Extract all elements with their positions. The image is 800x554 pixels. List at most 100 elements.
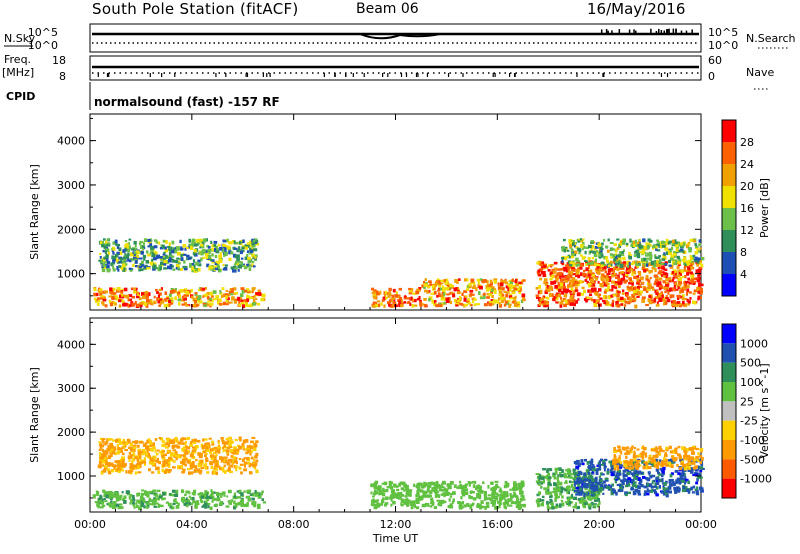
data-cell bbox=[577, 463, 581, 467]
data-cell bbox=[633, 289, 637, 294]
data-cell bbox=[580, 243, 584, 248]
data-cell bbox=[435, 483, 439, 487]
nsky-tick-bottom: 10^0 bbox=[28, 39, 58, 52]
data-cell bbox=[698, 473, 702, 477]
data-cell bbox=[217, 439, 220, 443]
data-cell bbox=[150, 449, 154, 452]
data-cell bbox=[606, 486, 610, 489]
data-cell bbox=[227, 294, 231, 297]
data-cell bbox=[563, 475, 567, 479]
data-cell bbox=[600, 278, 605, 281]
data-cell bbox=[97, 289, 102, 293]
data-cell bbox=[541, 271, 544, 275]
data-cell bbox=[695, 269, 699, 274]
data-cell bbox=[454, 279, 459, 283]
data-cell bbox=[135, 247, 138, 251]
data-cell bbox=[228, 443, 232, 447]
data-cell bbox=[488, 300, 492, 304]
data-cell bbox=[254, 489, 257, 494]
data-cell bbox=[599, 479, 603, 482]
nsky-tick-top: 10^5 bbox=[28, 26, 58, 39]
data-cell bbox=[124, 240, 128, 243]
data-cell bbox=[428, 285, 431, 289]
data-cell bbox=[191, 238, 196, 242]
data-cell bbox=[572, 283, 575, 287]
data-cell bbox=[560, 481, 563, 486]
data-cell bbox=[249, 244, 253, 247]
data-cell bbox=[158, 264, 162, 268]
data-cell bbox=[398, 300, 401, 304]
data-cell bbox=[153, 505, 158, 508]
data-cell bbox=[619, 486, 623, 490]
data-cell bbox=[633, 470, 638, 474]
data-cell bbox=[552, 298, 556, 302]
data-cell bbox=[238, 264, 243, 269]
data-cell bbox=[137, 448, 141, 452]
data-cell bbox=[567, 263, 571, 267]
data-cell bbox=[248, 252, 253, 255]
data-cell bbox=[543, 280, 546, 285]
data-cell bbox=[251, 253, 255, 258]
data-cell bbox=[447, 485, 452, 489]
data-cell bbox=[518, 291, 521, 294]
data-cell bbox=[577, 498, 581, 501]
data-cell bbox=[600, 275, 604, 280]
data-cell bbox=[620, 280, 623, 284]
data-cell bbox=[215, 503, 218, 507]
data-cell bbox=[556, 301, 560, 304]
data-cell bbox=[108, 496, 112, 499]
data-cell bbox=[549, 278, 553, 281]
data-cell bbox=[657, 452, 660, 455]
data-cell bbox=[670, 478, 674, 482]
data-cell bbox=[696, 287, 700, 292]
data-cell bbox=[246, 263, 250, 267]
data-cell bbox=[656, 283, 659, 287]
data-cell bbox=[441, 291, 445, 295]
data-cell bbox=[571, 266, 575, 269]
colorbar-tick-label: 12 bbox=[740, 224, 754, 237]
data-cell bbox=[110, 454, 113, 457]
data-cell bbox=[656, 256, 660, 259]
data-cell bbox=[372, 291, 376, 295]
data-cell bbox=[591, 490, 596, 495]
data-cell bbox=[625, 466, 629, 470]
data-cell bbox=[170, 288, 175, 291]
data-cell bbox=[163, 260, 168, 264]
data-cell bbox=[161, 299, 164, 304]
data-cell bbox=[252, 492, 255, 497]
data-cell bbox=[630, 464, 634, 467]
data-cell bbox=[665, 276, 668, 280]
data-cell bbox=[668, 445, 672, 450]
data-cell bbox=[492, 489, 497, 494]
data-cell bbox=[228, 446, 233, 449]
data-cell bbox=[682, 301, 685, 305]
data-cell bbox=[679, 467, 683, 471]
data-cell bbox=[262, 501, 267, 504]
data-cell bbox=[212, 460, 216, 464]
data-cell bbox=[132, 263, 135, 267]
data-cell bbox=[639, 245, 644, 249]
data-cell bbox=[195, 239, 200, 243]
data-cell bbox=[100, 295, 104, 298]
data-cell bbox=[370, 503, 375, 507]
data-cell bbox=[214, 246, 219, 249]
data-cell bbox=[613, 243, 617, 246]
data-cell bbox=[585, 267, 589, 272]
data-cell bbox=[109, 438, 113, 441]
data-cell bbox=[645, 465, 649, 470]
data-cell bbox=[252, 239, 257, 243]
data-cell bbox=[468, 494, 471, 499]
data-cell bbox=[636, 261, 640, 264]
data-cell bbox=[577, 479, 581, 482]
data-cell bbox=[139, 263, 144, 267]
data-cell bbox=[663, 241, 666, 244]
data-cell bbox=[452, 293, 455, 298]
data-cell bbox=[668, 259, 671, 264]
data-cell bbox=[698, 250, 701, 253]
data-cell bbox=[668, 486, 672, 490]
data-cell bbox=[649, 244, 652, 247]
data-cell bbox=[393, 485, 397, 488]
data-cell bbox=[697, 290, 701, 294]
data-cell bbox=[560, 268, 565, 271]
data-cell bbox=[180, 461, 184, 464]
